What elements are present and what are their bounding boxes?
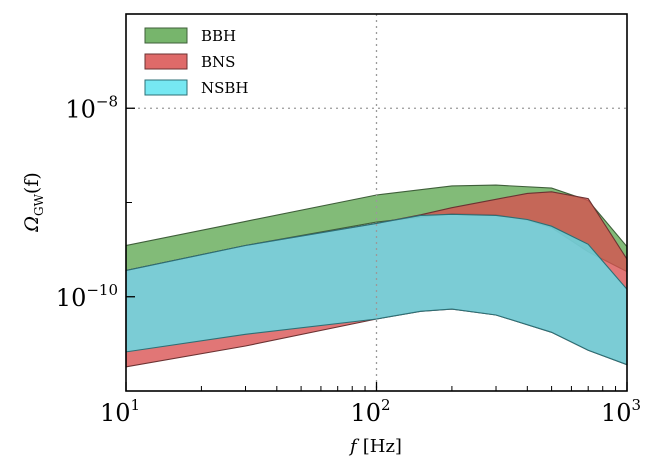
legend-label-bns: BNS [201, 53, 235, 71]
legend: BBH BNS NSBH [144, 27, 249, 97]
x-tick-exponent: 3 [632, 396, 642, 414]
x-tick-label: 101 [100, 396, 140, 427]
x-axis-label-unit: [Hz] [363, 436, 402, 457]
legend-swatch-nsbh [144, 79, 188, 96]
y-tick-label: 10−8 [65, 92, 118, 123]
legend-label-bbh: BBH [201, 27, 236, 45]
x-axis-label: f [Hz] [348, 436, 402, 457]
y-tick-exponent: −10 [86, 281, 118, 299]
x-tick-label: 103 [601, 396, 641, 427]
legend-label-nsbh: NSBH [201, 79, 249, 97]
x-tick-exponent: 2 [381, 396, 391, 414]
y-tick-base: 10 [56, 284, 87, 312]
y-tick-exponent: −8 [96, 92, 118, 110]
x-tick-exponent: 1 [131, 396, 141, 414]
y-tick-label: 10−10 [56, 281, 118, 312]
x-tick-base: 10 [350, 399, 381, 427]
x-tick-label: 102 [350, 396, 390, 427]
y-axis-label-sub: GW [32, 193, 46, 216]
y-tick-base: 10 [65, 95, 96, 123]
x-tick-base: 10 [601, 399, 632, 427]
y-axis-label: ΩGW(f) [21, 172, 46, 233]
x-axis-label-main: f [348, 436, 360, 457]
legend-swatch-bns [144, 53, 188, 70]
y-axis-label-arg: (f) [21, 172, 43, 194]
x-tick-base: 10 [100, 399, 131, 427]
legend-swatch-bbh [144, 27, 188, 44]
y-axis-label-main: Ω [21, 216, 43, 233]
